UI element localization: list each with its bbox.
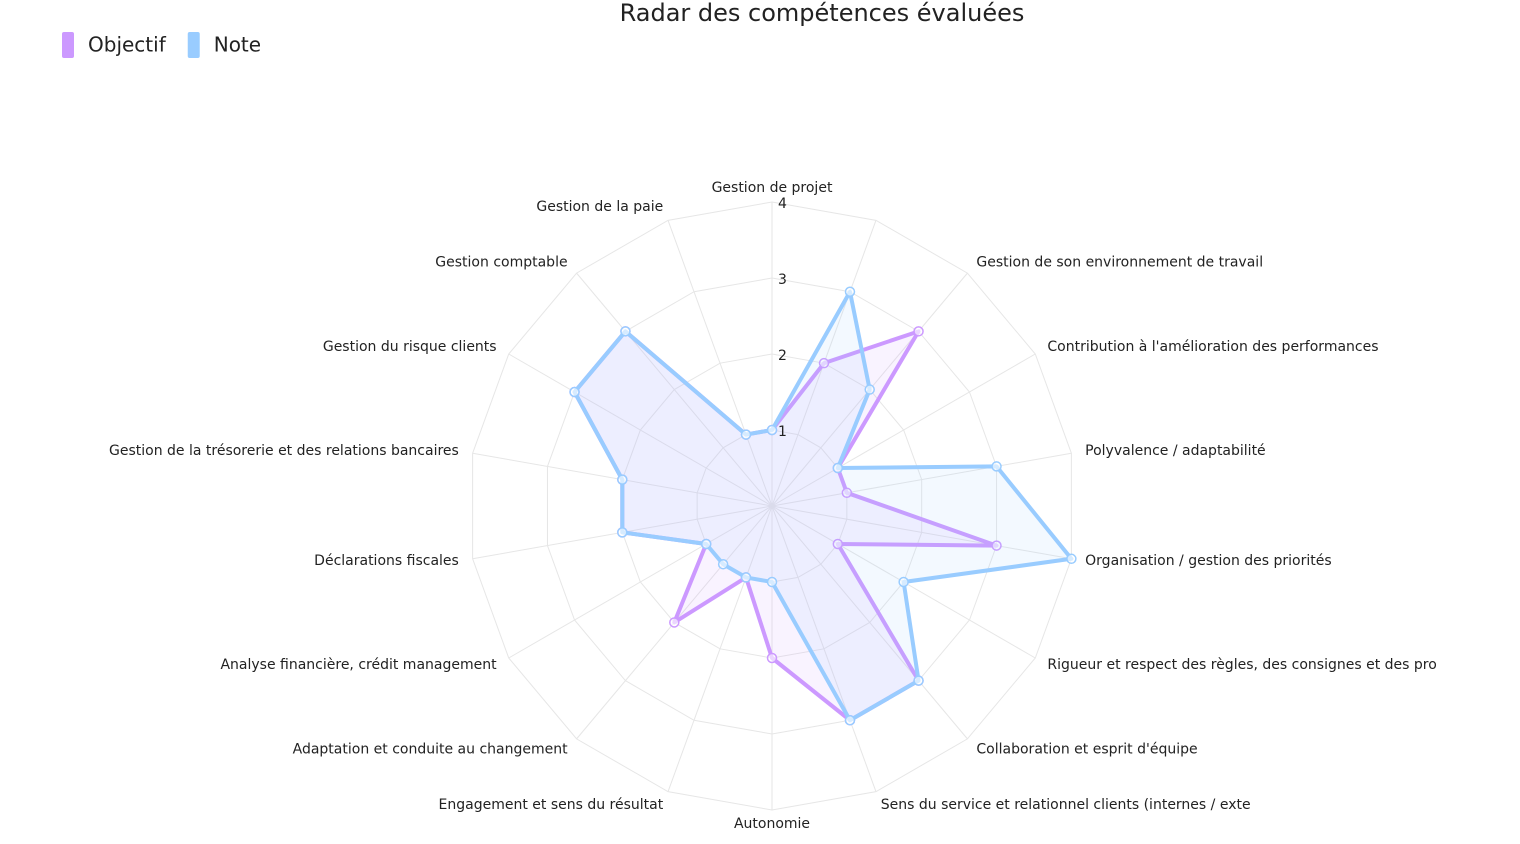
- data-point: [766, 576, 778, 588]
- data-point: [617, 474, 628, 485]
- radial-axis: [508, 353, 773, 507]
- data-point: [832, 538, 844, 550]
- category-label: Analyse financière, crédit management: [220, 657, 497, 673]
- data-point: [898, 576, 909, 588]
- data-point: [832, 462, 844, 474]
- radial-tick-label: 3: [778, 272, 787, 288]
- category-label: Polyvalence / adaptabilité: [1085, 443, 1266, 459]
- radial-tick-label: 2: [778, 348, 787, 364]
- radial-axis: [667, 505, 773, 792]
- data-point: [844, 286, 856, 298]
- series: [569, 286, 1077, 726]
- category-label: Gestion de projet: [712, 180, 833, 196]
- data-point: [913, 675, 924, 686]
- data-point: [766, 652, 778, 664]
- data-point: [841, 487, 853, 499]
- legend-label: Objectif: [88, 33, 167, 57]
- category-label: Rigueur et respect des règles, des consi…: [1047, 657, 1436, 673]
- radial-axis: [508, 505, 773, 659]
- data-point: [569, 386, 580, 398]
- category-label: Autonomie: [734, 816, 810, 832]
- radial-axis: [771, 452, 1072, 507]
- category-label: Déclarations fiscales: [314, 553, 459, 569]
- category-label: Gestion de la trésorerie et des relation…: [109, 443, 459, 459]
- data-point: [766, 424, 778, 436]
- category-label: Gestion comptable: [435, 254, 567, 270]
- radial-axis: [771, 353, 1036, 507]
- data-point: [844, 714, 856, 726]
- legend-swatch: [62, 32, 74, 58]
- category-label: Contribution à l'amélioration des perfor…: [1047, 339, 1378, 355]
- category-label: Engagement et sens du résultat: [439, 797, 664, 813]
- category-label: Adaptation et conduite au changement: [293, 742, 568, 758]
- category-label: Gestion du risque clients: [323, 339, 497, 355]
- data-point: [617, 527, 628, 538]
- data-point: [818, 357, 830, 369]
- data-point: [913, 326, 924, 337]
- radial-tick-label: 1: [778, 424, 787, 440]
- radial-axis: [667, 220, 773, 507]
- data-point: [991, 461, 1002, 472]
- category-label: Sens du service et relationnel clients (…: [881, 797, 1251, 813]
- data-point: [740, 429, 752, 440]
- radial-axis: [576, 272, 773, 507]
- category-label: Organisation / gestion des priorités: [1085, 553, 1332, 569]
- category-label: Gestion de la paie: [536, 199, 663, 215]
- data-point: [717, 558, 729, 570]
- category-label: Gestion de son environnement de travail: [976, 254, 1263, 270]
- chart-title: Radar des compétences évaluées: [620, 0, 1025, 27]
- legend-label: Note: [214, 33, 261, 57]
- data-point: [740, 572, 752, 583]
- data-point: [620, 326, 631, 337]
- category-label: Collaboration et esprit d'équipe: [976, 742, 1197, 758]
- data-point: [1066, 553, 1077, 565]
- data-point: [669, 617, 680, 628]
- series-area: [572, 289, 1074, 723]
- legend-swatch: [187, 32, 200, 58]
- data-point: [864, 384, 875, 395]
- radial-axis: [771, 505, 1072, 560]
- radial-tick-label: 4: [778, 196, 787, 212]
- data-point: [700, 538, 712, 550]
- radial-axis: [771, 505, 877, 792]
- data-point: [991, 540, 1002, 551]
- radial-axis: [771, 505, 968, 740]
